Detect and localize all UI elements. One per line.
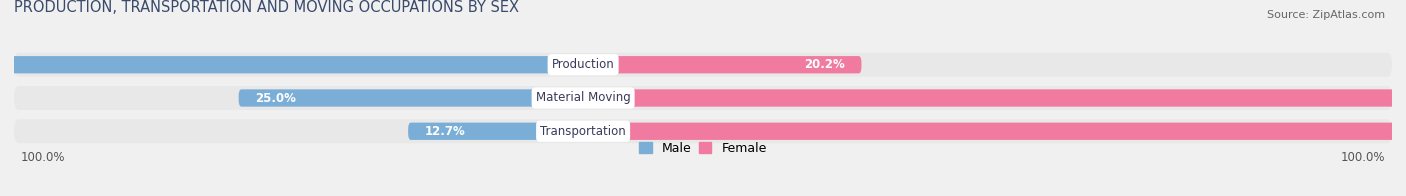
FancyBboxPatch shape: [583, 89, 1406, 107]
Text: Source: ZipAtlas.com: Source: ZipAtlas.com: [1267, 10, 1385, 20]
Text: 25.0%: 25.0%: [256, 92, 297, 104]
Text: Transportation: Transportation: [540, 125, 626, 138]
Legend: Male, Female: Male, Female: [634, 137, 772, 160]
Text: Material Moving: Material Moving: [536, 92, 630, 104]
FancyBboxPatch shape: [583, 123, 1406, 140]
FancyBboxPatch shape: [408, 123, 583, 140]
Text: 20.2%: 20.2%: [804, 58, 845, 71]
FancyBboxPatch shape: [14, 53, 1392, 77]
Text: 100.0%: 100.0%: [1340, 151, 1385, 163]
FancyBboxPatch shape: [0, 56, 583, 73]
Text: Production: Production: [551, 58, 614, 71]
Text: 12.7%: 12.7%: [425, 125, 465, 138]
Text: PRODUCTION, TRANSPORTATION AND MOVING OCCUPATIONS BY SEX: PRODUCTION, TRANSPORTATION AND MOVING OC…: [14, 0, 519, 15]
FancyBboxPatch shape: [583, 56, 862, 73]
Text: 100.0%: 100.0%: [21, 151, 66, 163]
FancyBboxPatch shape: [239, 89, 583, 107]
FancyBboxPatch shape: [14, 86, 1392, 110]
FancyBboxPatch shape: [14, 119, 1392, 143]
